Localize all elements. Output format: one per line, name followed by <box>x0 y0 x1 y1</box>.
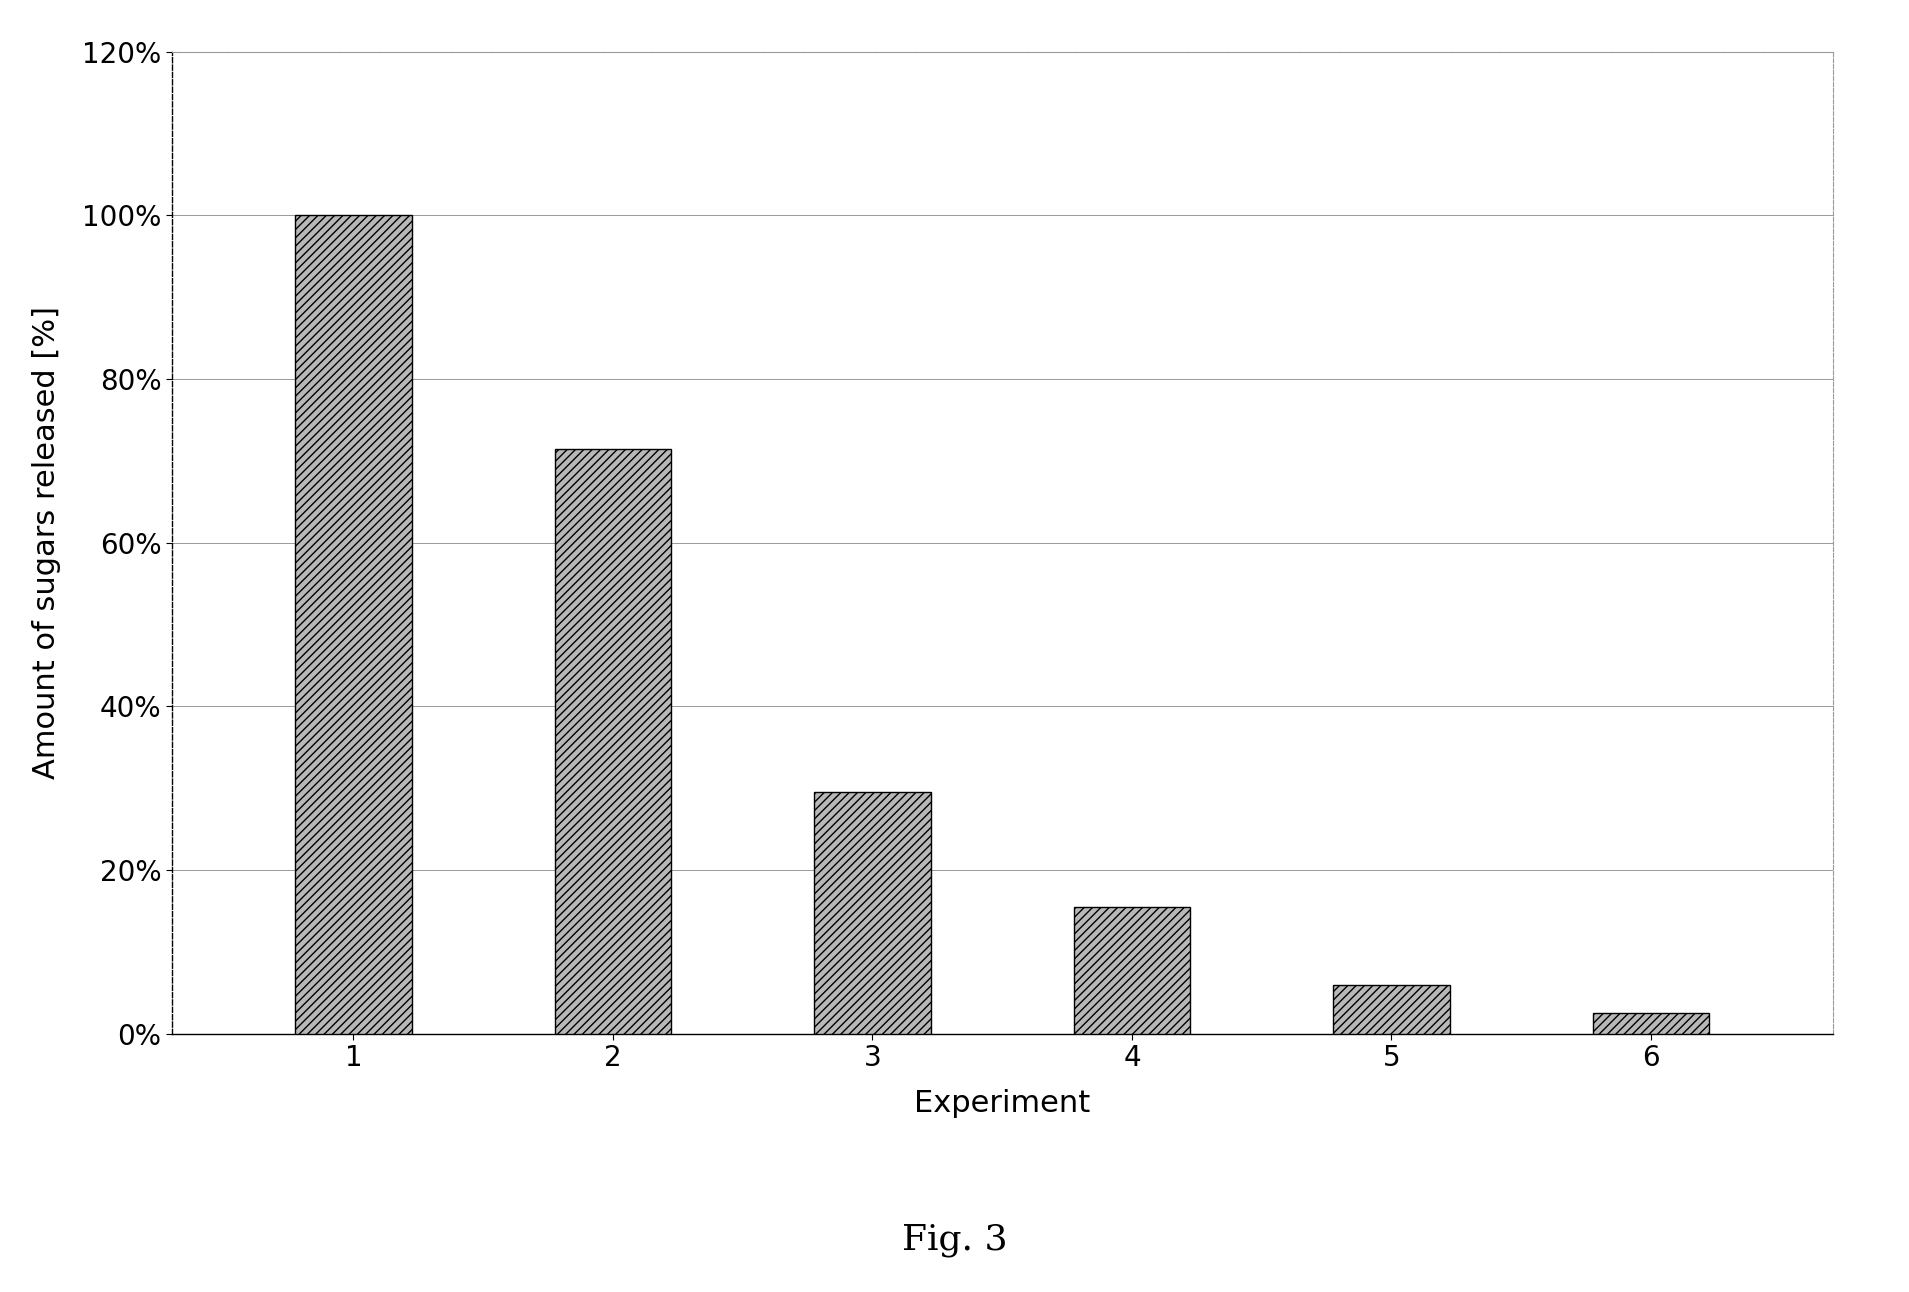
Bar <box>556 448 672 1034</box>
Bar <box>1073 907 1191 1034</box>
Bar <box>813 792 932 1034</box>
Bar <box>1332 985 1449 1034</box>
Text: Fig. 3: Fig. 3 <box>901 1224 1008 1257</box>
Y-axis label: Amount of sugars released [%]: Amount of sugars released [%] <box>32 306 61 779</box>
Bar <box>296 216 412 1034</box>
X-axis label: Experiment: Experiment <box>914 1089 1090 1118</box>
Bar <box>1592 1013 1709 1034</box>
